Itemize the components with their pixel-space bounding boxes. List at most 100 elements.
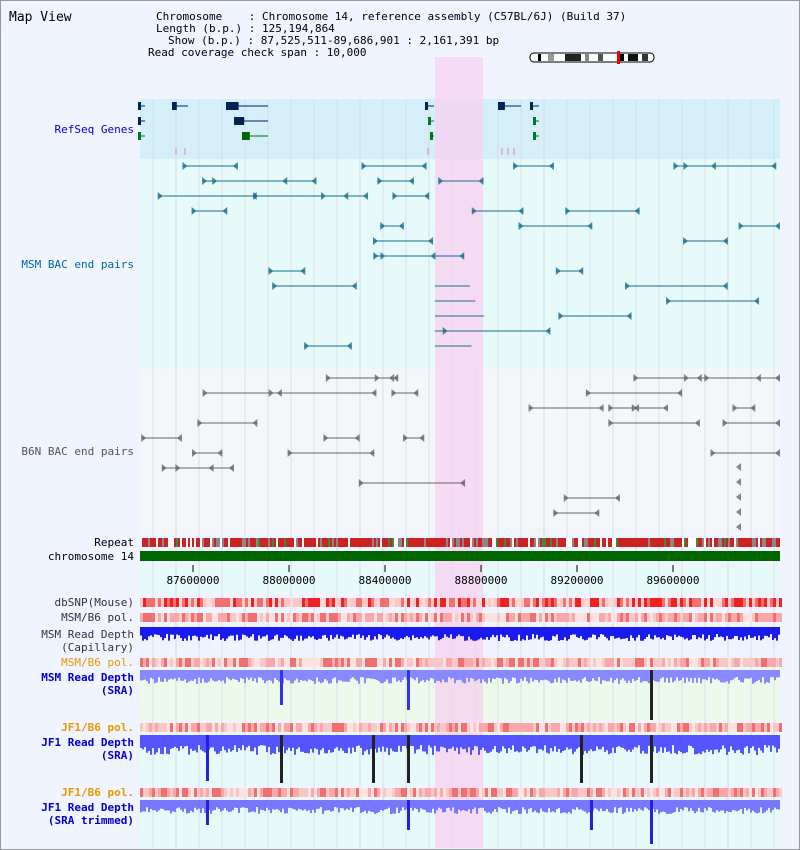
repeat-feature bbox=[222, 538, 224, 547]
msm-pol-cell bbox=[734, 613, 737, 622]
jf1-pol-cell bbox=[278, 723, 281, 732]
b6n-pair-end bbox=[732, 404, 738, 412]
msm-pol-cell bbox=[401, 613, 404, 622]
jf1-pol-cell bbox=[437, 723, 440, 732]
jf1-sra-depth bbox=[642, 735, 644, 751]
jf1-pol-cell bbox=[617, 723, 620, 732]
msm-pol-cell bbox=[776, 613, 779, 622]
msm-pol-sra-cell bbox=[446, 658, 449, 667]
repeat-feature bbox=[564, 538, 566, 547]
msm-pol-cell bbox=[389, 613, 392, 622]
jf1-trim-depth bbox=[188, 800, 190, 814]
msm-pol-cell bbox=[227, 613, 230, 622]
jf1-sra-depth bbox=[142, 735, 144, 750]
msm-pol-sra-cell bbox=[359, 658, 362, 667]
dbsnp-cell bbox=[221, 598, 224, 607]
msm-pol-sra-cell bbox=[470, 658, 473, 667]
jf1-pol-cell bbox=[371, 723, 374, 732]
jf1-pol-trim-cell bbox=[452, 788, 455, 797]
jf1-sra-depth bbox=[368, 735, 370, 755]
jf1-pol-trim-cell bbox=[767, 788, 770, 797]
msm-cap-depth bbox=[198, 627, 200, 641]
jf1-sra-depth bbox=[512, 735, 514, 746]
jf1-trim-depth bbox=[392, 800, 394, 814]
refseq-label[interactable]: RefSeq Genes bbox=[54, 123, 134, 136]
repeat-feature bbox=[600, 538, 602, 547]
msm-cap-depth bbox=[650, 627, 652, 639]
msm-pol-sra-cell bbox=[203, 658, 206, 667]
b6n-pair-end bbox=[598, 404, 604, 412]
jf1-trim-depth bbox=[362, 800, 364, 812]
jf1-sra-depth bbox=[702, 735, 704, 752]
dbsnp-cell bbox=[512, 598, 515, 607]
jf1-pol-cell bbox=[239, 723, 242, 732]
repeat-feature bbox=[620, 538, 622, 547]
repeat-feature bbox=[556, 538, 558, 547]
msm-cap-depth bbox=[544, 627, 546, 641]
jf1-pol-cell bbox=[674, 723, 677, 732]
jf1-sra-depth bbox=[262, 735, 264, 746]
b6n-bac-label[interactable]: B6N BAC end pairs bbox=[21, 445, 134, 458]
jf1-sra-depth bbox=[720, 735, 722, 750]
jf1-sra-depth bbox=[250, 735, 252, 752]
repeat-feature bbox=[736, 538, 738, 547]
msm-pol-sra-cell bbox=[728, 658, 731, 667]
repeat-feature bbox=[576, 538, 578, 547]
axis-tick-label: 88800000 bbox=[455, 574, 508, 587]
jf1-trim-depth bbox=[142, 800, 144, 812]
msm-pol-cell bbox=[215, 613, 218, 622]
msm-pol-sra-cell bbox=[668, 658, 671, 667]
jf1-sra-depth bbox=[548, 735, 550, 754]
dbsnp-cell bbox=[764, 598, 767, 607]
msm-cap-depth bbox=[502, 627, 504, 637]
jf1-pol-cell bbox=[305, 723, 308, 732]
msm-cap-depth bbox=[414, 627, 416, 638]
msm-sra-depth bbox=[564, 670, 566, 681]
msm-sra-depth bbox=[376, 670, 378, 680]
jf1-sra-depth bbox=[386, 735, 388, 748]
repeat-feature bbox=[726, 538, 728, 547]
msm-pol-sra-cell bbox=[428, 658, 431, 667]
msm-sra-depth bbox=[720, 670, 722, 683]
dbsnp-cell bbox=[602, 598, 605, 607]
jf1-pol-cell bbox=[443, 723, 446, 732]
msm-cap-depth bbox=[150, 627, 152, 636]
jf1-trim-depth bbox=[540, 800, 542, 809]
jf1-pol-trim-cell bbox=[389, 788, 392, 797]
dbsnp-cell bbox=[350, 598, 353, 607]
jf1-trim-depth bbox=[640, 800, 642, 810]
msm-pol-sra-cell bbox=[644, 658, 647, 667]
msm-sra-depth bbox=[152, 670, 154, 680]
dbsnp-cell bbox=[257, 598, 260, 607]
msm-pair-end bbox=[565, 207, 571, 215]
jf1-pol-cell bbox=[416, 723, 419, 732]
msm-pol-sra-cell bbox=[731, 658, 734, 667]
jf1-pol-cell bbox=[281, 723, 284, 732]
dbsnp-cell bbox=[206, 598, 209, 607]
repeat-feature bbox=[206, 538, 208, 547]
jf1-sra-depth bbox=[426, 735, 428, 755]
msm-sra-depth bbox=[540, 670, 542, 681]
b6n-pair-end bbox=[633, 374, 639, 382]
jf1-sra-depth bbox=[646, 735, 648, 754]
jf1-pol-cell bbox=[512, 723, 515, 732]
msm-pol-cell bbox=[773, 613, 776, 622]
repeat-feature bbox=[674, 538, 676, 547]
jf1-pol-cell bbox=[776, 723, 779, 732]
msm-pol-sra-cell bbox=[263, 658, 266, 667]
msm-sra-depth bbox=[558, 670, 560, 678]
msm-sra-depth bbox=[170, 670, 172, 679]
msm-pol-sra-cell bbox=[494, 658, 497, 667]
msm-bac-label[interactable]: MSM BAC end pairs bbox=[21, 258, 134, 271]
repeat-feature bbox=[484, 538, 486, 547]
msm-pol-sra-cell bbox=[407, 658, 410, 667]
jf1-trim-depth bbox=[472, 800, 474, 810]
repeat-feature bbox=[616, 538, 618, 547]
msm-sra-depth bbox=[642, 670, 644, 682]
msm-cap-depth bbox=[588, 627, 590, 638]
msm-pair-end bbox=[272, 282, 278, 290]
jf1-trim-depth bbox=[366, 800, 368, 814]
jf1-pol-cell bbox=[407, 723, 410, 732]
msm-sra-depth bbox=[468, 670, 470, 683]
